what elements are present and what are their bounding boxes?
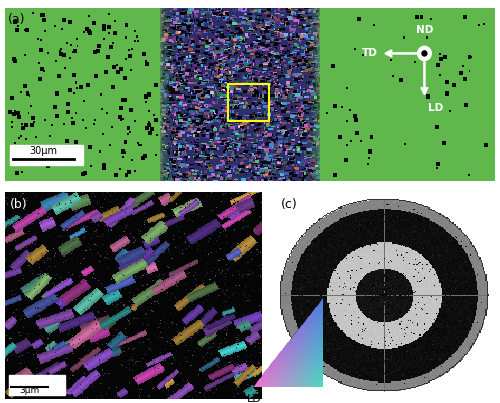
Text: (b): (b) [10,198,28,211]
Text: ND: ND [416,25,433,35]
Bar [228,84,269,121]
Bar [9,375,65,395]
Circle shape [422,51,427,56]
Text: (c): (c) [280,198,297,211]
Text: LD: LD [247,394,262,403]
Text: LD: LD [428,103,444,113]
Text: (a): (a) [8,13,25,26]
Circle shape [418,46,432,60]
Text: 30μm: 30μm [30,146,58,156]
Bar [10,145,83,165]
Text: TD: TD [362,48,378,58]
Text: 3μm: 3μm [19,386,39,395]
